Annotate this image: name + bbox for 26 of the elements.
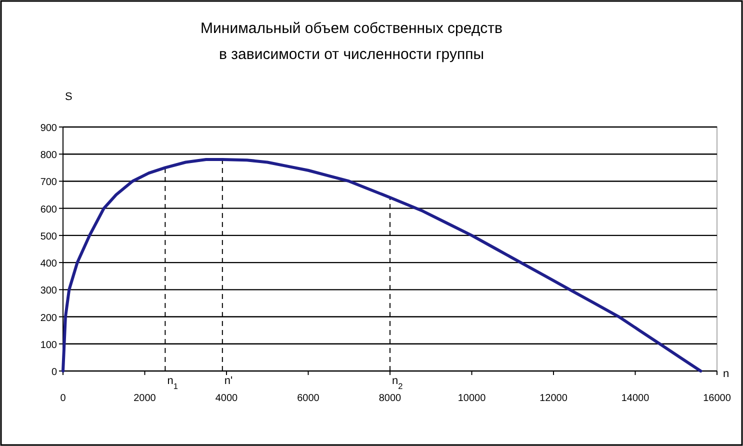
x-tick-label: 6000: [297, 393, 320, 404]
y-tick-label: 200: [40, 312, 58, 324]
x-tick-label: 2000: [134, 393, 156, 404]
y-tick-label: 300: [40, 286, 58, 297]
x-tick-label: 8000: [378, 393, 402, 404]
chart-title: Минимальный объем собственных средств в зависимости от численности группы: [200, 20, 502, 63]
ref-line-label: n$_{1}$: [167, 375, 178, 390]
y-tick-label: 600: [40, 204, 58, 216]
y-tick-label: 0: [51, 367, 58, 378]
ref-line-label: n': [224, 375, 233, 387]
x-tick-label: 16000: [703, 393, 732, 404]
y-tick-label: 800: [40, 150, 58, 162]
y-tick-label: 900: [40, 123, 58, 134]
x-tick-label: 14000: [621, 393, 650, 404]
y-axis-title: S: [65, 91, 72, 103]
y-tick-label: 100: [40, 340, 58, 351]
y-tick-label: 400: [40, 258, 58, 270]
y-tick-label: 700: [40, 177, 58, 188]
y-tick-label: 500: [40, 231, 58, 242]
x-axis-title: n: [723, 368, 730, 380]
x-tick-label: 0: [60, 393, 66, 404]
x-tick-label: 12000: [540, 393, 568, 404]
ref-line-label: n$_{2}$: [392, 375, 404, 390]
x-tick-label: 4000: [215, 393, 238, 404]
x-tick-label: 10000: [458, 393, 486, 404]
line-series: [62, 158, 702, 372]
